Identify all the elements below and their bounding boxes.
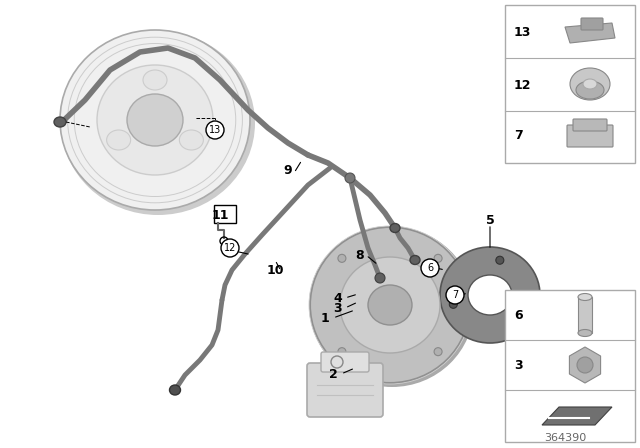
Text: 12: 12 [514,78,531,91]
Ellipse shape [468,275,512,315]
Ellipse shape [107,130,131,150]
Circle shape [221,239,239,257]
Text: 8: 8 [356,249,364,262]
Text: 12: 12 [224,243,236,253]
Text: 13: 13 [514,26,531,39]
Circle shape [338,254,346,263]
FancyBboxPatch shape [581,18,603,30]
Circle shape [496,256,504,264]
FancyBboxPatch shape [567,125,613,147]
Ellipse shape [570,68,610,100]
Bar [578,297,592,333]
Ellipse shape [310,227,474,387]
Ellipse shape [97,65,213,175]
Ellipse shape [368,285,412,325]
Text: 5: 5 [486,214,494,227]
Text: 7: 7 [452,290,458,300]
Circle shape [434,254,442,263]
Ellipse shape [54,117,66,127]
Circle shape [513,316,521,324]
FancyBboxPatch shape [321,352,369,372]
Text: 13: 13 [209,125,221,135]
Circle shape [345,173,355,183]
Text: 11: 11 [211,208,228,221]
Ellipse shape [583,79,597,89]
Circle shape [206,121,224,139]
Bar [214,205,236,223]
Ellipse shape [127,94,183,146]
Bar [505,5,635,163]
Polygon shape [565,23,615,43]
Bar [505,290,635,442]
Text: 2: 2 [328,367,337,380]
Circle shape [577,357,593,373]
Ellipse shape [576,81,604,99]
Ellipse shape [578,329,592,336]
Circle shape [375,273,385,283]
Ellipse shape [410,255,420,264]
Ellipse shape [310,227,470,383]
FancyBboxPatch shape [307,363,383,417]
Circle shape [449,300,458,308]
Ellipse shape [179,130,204,150]
Circle shape [434,348,442,356]
Circle shape [338,348,346,356]
FancyBboxPatch shape [573,119,607,131]
Text: 3: 3 [514,358,523,371]
Text: 3: 3 [333,302,342,314]
Ellipse shape [170,385,180,395]
Ellipse shape [143,70,167,90]
Text: 9: 9 [284,164,292,177]
Text: 6: 6 [427,263,433,273]
Ellipse shape [61,31,255,215]
Text: 6: 6 [514,309,523,322]
Ellipse shape [60,30,250,210]
Text: 7: 7 [514,129,523,142]
Ellipse shape [340,257,440,353]
Circle shape [446,286,464,304]
Polygon shape [542,407,612,425]
Text: 4: 4 [333,292,342,305]
Ellipse shape [440,247,540,343]
Text: 364390: 364390 [544,433,586,443]
Ellipse shape [390,224,400,233]
Circle shape [421,259,439,277]
Ellipse shape [578,293,592,301]
Text: 10: 10 [266,263,284,276]
Text: 1: 1 [321,311,330,324]
